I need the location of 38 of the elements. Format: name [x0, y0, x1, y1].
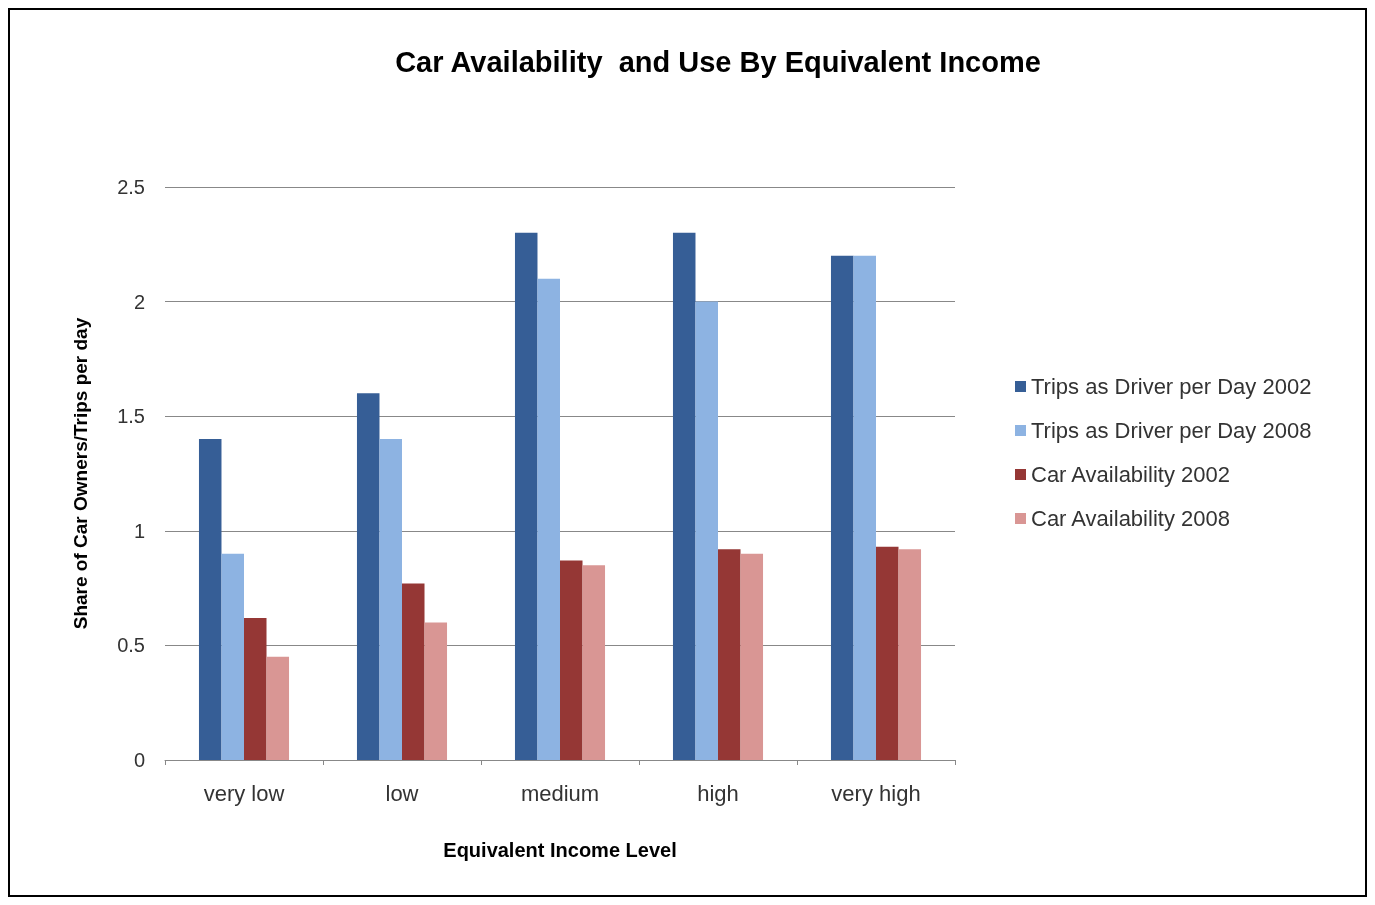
bar: [898, 549, 922, 760]
y-tick-label: 1: [133, 519, 145, 542]
legend-label: Car Availability 2002: [1031, 462, 1230, 487]
bar: [402, 583, 425, 760]
y-tick-label: 1.5: [117, 405, 145, 428]
bar: [356, 393, 380, 760]
bar: [424, 622, 448, 760]
y-axis-title: Share of Car Owners/Trips per day: [70, 317, 91, 630]
legend-label: Trips as Driver per Day 2002: [1031, 374, 1312, 399]
bar: [221, 553, 244, 760]
x-tick-label: very low: [203, 780, 285, 806]
bar: [876, 546, 899, 760]
x-tick-label: medium: [520, 780, 600, 806]
y-tick-label: 0: [133, 749, 145, 771]
legend-label: Trips as Driver per Day 2008: [1031, 418, 1312, 443]
bar: [740, 553, 764, 760]
legend-label: Car Availability 2008: [1031, 506, 1230, 531]
bar: [198, 439, 222, 760]
bar: [672, 232, 696, 760]
chart-title: Car Availability and Use By Equivalent Income: [395, 45, 1041, 78]
x-tick-label: high: [697, 780, 739, 806]
bar: [537, 278, 560, 760]
y-tick-label: 2.5: [117, 176, 145, 198]
bar: [244, 617, 267, 760]
bar: [514, 232, 538, 760]
x-tick-label: very high: [831, 780, 921, 806]
y-tick-label: 0.5: [117, 634, 145, 657]
x-axis-title: Equivalent Income Level: [443, 839, 677, 861]
bar: [582, 565, 606, 760]
y-tick-label: 2: [133, 290, 145, 313]
bar: [379, 439, 402, 760]
bar: [266, 656, 290, 760]
bar: [718, 549, 741, 760]
bar: [830, 255, 854, 760]
x-tick-label: low: [385, 780, 419, 806]
bar: [695, 301, 718, 760]
bar: [560, 560, 583, 760]
bar: [853, 255, 876, 760]
